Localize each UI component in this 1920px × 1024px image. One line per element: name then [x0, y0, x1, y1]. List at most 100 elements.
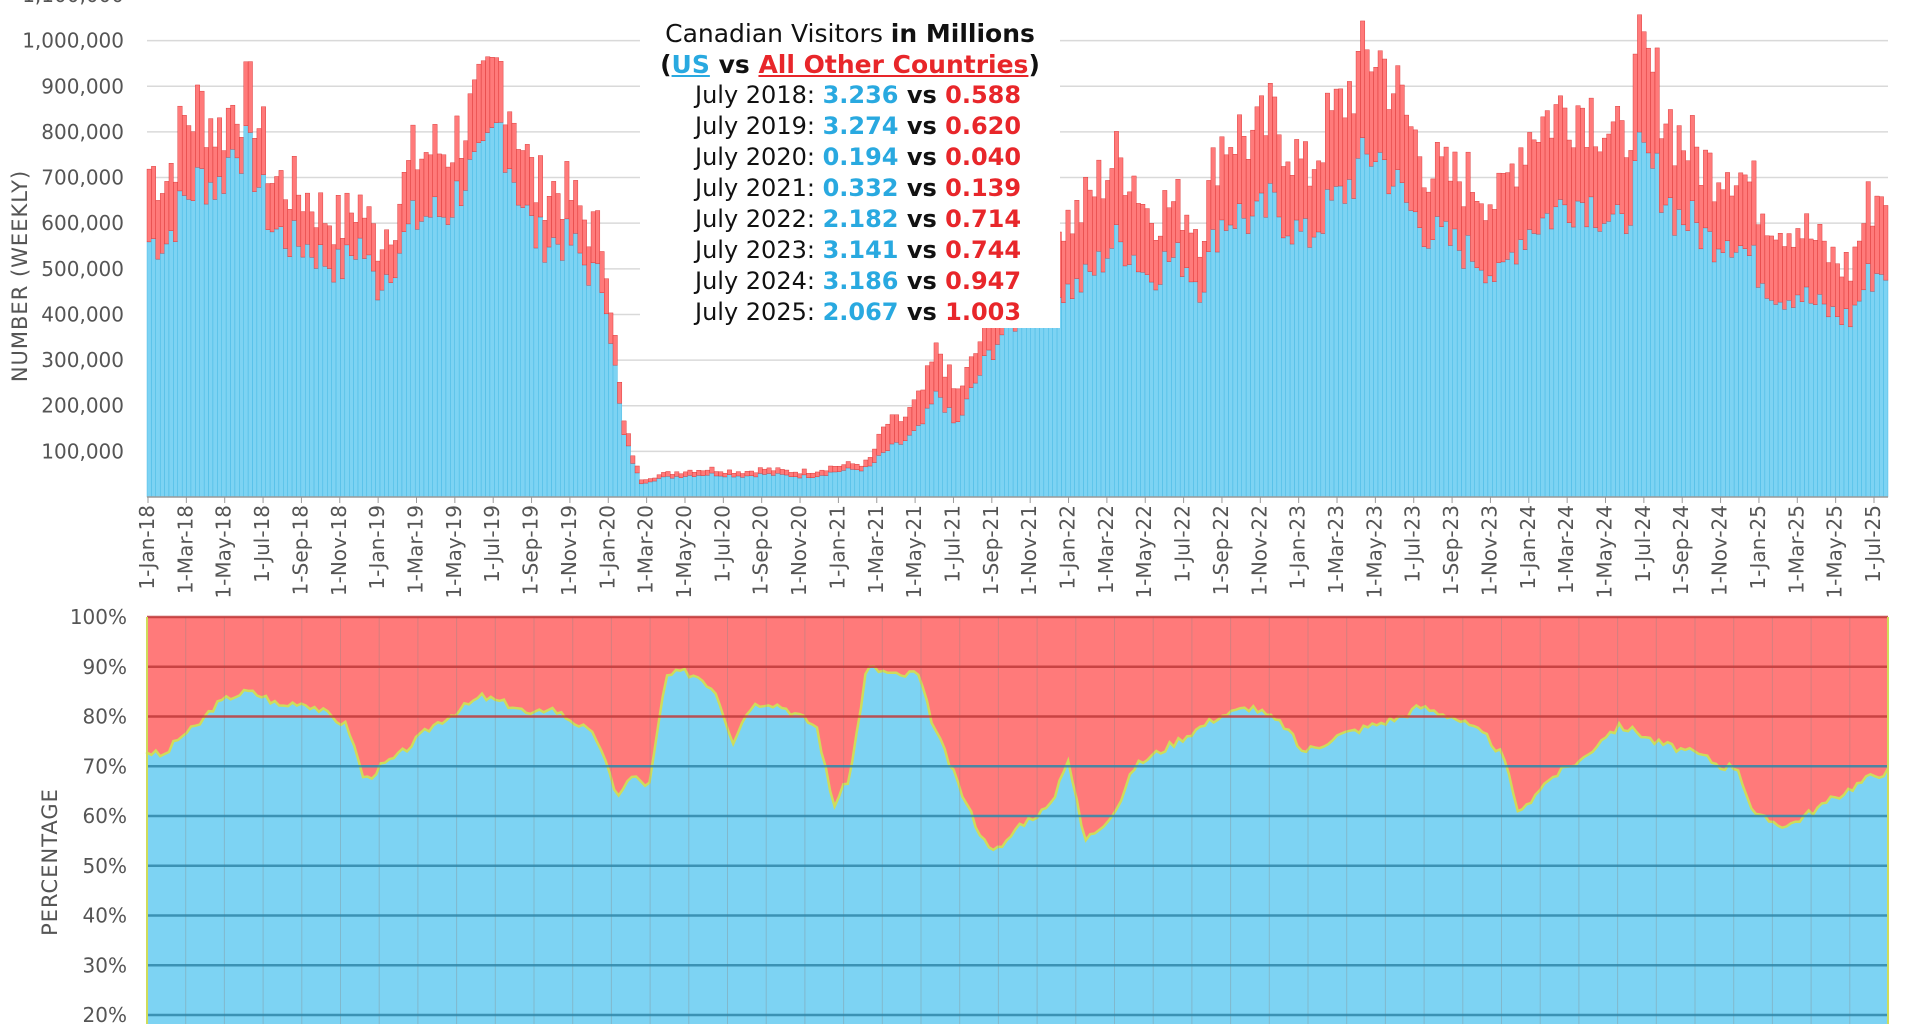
x-tick-label: 1-Mar-24	[1554, 505, 1578, 594]
us-bar	[837, 471, 842, 498]
us-bar	[1237, 203, 1242, 498]
other-bar	[1593, 146, 1599, 228]
legend-row: July 2021: 0.332 vs 0.139	[665, 173, 1035, 204]
other-bar	[1369, 71, 1374, 167]
us-bar	[1883, 279, 1889, 498]
us-bar	[256, 187, 262, 498]
other-bar	[1307, 185, 1313, 248]
x-tick-label: 1-Jan-18	[135, 505, 159, 590]
legend-row-label: July 2025:	[695, 298, 823, 326]
x-tick-label: 1-Mar-19	[403, 505, 427, 594]
other-bar	[718, 471, 724, 477]
us-bar	[1580, 202, 1585, 498]
other-bar	[1096, 159, 1102, 252]
us-bar	[678, 477, 684, 498]
us-bar	[907, 434, 913, 498]
other-bar	[647, 478, 653, 483]
other-bar	[1698, 185, 1704, 250]
us-bar	[283, 248, 288, 498]
other-bar	[766, 467, 772, 474]
us-bar	[1219, 219, 1225, 498]
us-bar	[151, 238, 156, 498]
us-bar	[881, 452, 886, 498]
other-bar	[529, 157, 535, 216]
other-bar	[1351, 113, 1357, 199]
other-bar	[1259, 95, 1264, 194]
us-bar	[1201, 291, 1207, 498]
us-bar	[1575, 200, 1581, 498]
us-bar	[1865, 263, 1871, 498]
us-bar	[1430, 239, 1436, 498]
bottom-y-tick-label: 30%	[83, 953, 127, 977]
us-bar	[1549, 228, 1555, 498]
other-bar	[938, 353, 943, 398]
other-bar	[779, 469, 785, 475]
other-bar	[1817, 224, 1823, 295]
us-bar	[1241, 217, 1247, 498]
other-bar	[278, 170, 284, 227]
other-bar	[1136, 203, 1141, 273]
us-bar	[335, 248, 341, 498]
other-bar	[1808, 238, 1814, 304]
x-tick-label: 1-Nov-23	[1477, 505, 1501, 596]
x-tick-label: 1-May-22	[1132, 505, 1156, 599]
other-bar	[885, 423, 891, 451]
other-bar	[1074, 200, 1080, 279]
us-bar	[1122, 265, 1128, 498]
us-bar	[1764, 298, 1770, 498]
us-bar	[964, 398, 970, 498]
us-bar	[1487, 275, 1493, 498]
us-bar	[1210, 229, 1216, 498]
other-bar	[384, 229, 390, 275]
us-bar	[331, 281, 337, 498]
other-bar	[735, 471, 741, 477]
us-bar	[181, 195, 187, 498]
us-bar	[1795, 294, 1801, 498]
other-bar	[1206, 180, 1212, 252]
us-bar	[634, 472, 640, 498]
us-bar	[1426, 248, 1431, 498]
us-bar	[1496, 262, 1502, 498]
us-bar	[1004, 311, 1009, 498]
us-bar	[1725, 240, 1730, 498]
other-bar	[1105, 180, 1111, 259]
legend-row-other-value: 0.588	[945, 81, 1022, 109]
us-bar	[234, 157, 240, 498]
other-bar	[639, 479, 645, 485]
other-bar	[850, 463, 856, 470]
other-bar	[1755, 224, 1761, 288]
us-bar	[305, 243, 310, 498]
other-bar	[1201, 241, 1207, 293]
us-bar	[1505, 259, 1511, 498]
other-bar	[1544, 110, 1550, 214]
us-bar	[485, 132, 491, 498]
us-bar	[982, 355, 987, 498]
us-bar	[1263, 216, 1269, 498]
us-bar	[529, 215, 535, 498]
other-bar	[630, 455, 636, 464]
other-bar	[419, 158, 425, 222]
us-bar	[1039, 322, 1045, 498]
other-bar	[1716, 182, 1722, 250]
us-bar	[1074, 278, 1080, 498]
us-bar	[1373, 161, 1379, 498]
other-bar	[327, 225, 332, 269]
other-bar	[1483, 220, 1489, 284]
x-tick-label: 1-Mar-18	[173, 505, 197, 594]
us-bar	[916, 425, 921, 498]
other-bar	[1637, 14, 1642, 133]
other-bar	[753, 472, 759, 478]
us-bar	[313, 268, 319, 498]
other-bar	[379, 249, 385, 291]
us-bar	[414, 229, 420, 498]
other-bar	[1373, 67, 1379, 162]
us-bar	[669, 477, 675, 498]
other-bar	[507, 111, 513, 170]
other-bar	[1558, 95, 1563, 200]
other-bar	[907, 407, 913, 436]
us-bar	[1703, 227, 1708, 498]
us-bar	[1298, 230, 1304, 498]
us-bar	[845, 467, 851, 498]
us-bar	[362, 258, 368, 498]
us-bar	[1232, 228, 1238, 498]
